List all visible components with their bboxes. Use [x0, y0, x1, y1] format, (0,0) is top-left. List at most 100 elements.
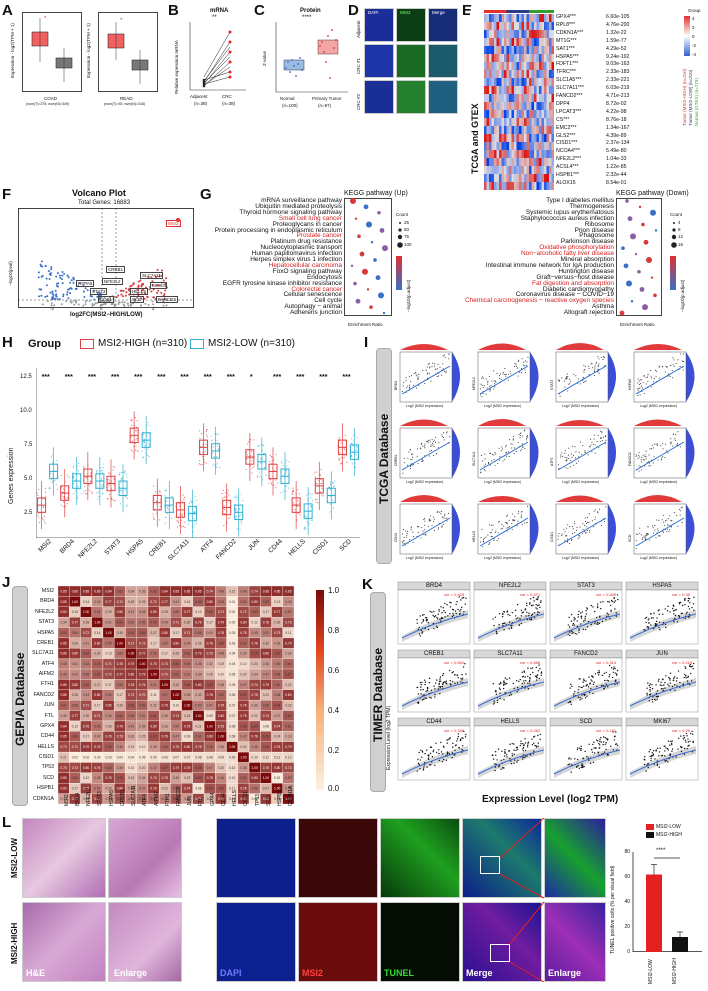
i-point [594, 516, 596, 518]
j-cell-value: 0.79 [263, 683, 269, 687]
j-cell-value: 0.21 [61, 755, 67, 759]
e-heat-cell [534, 166, 537, 175]
j-cell-value: 0.80 [218, 714, 224, 718]
k-point [608, 673, 611, 676]
k-point [498, 623, 500, 626]
k-point [653, 698, 656, 701]
e-heat-cell [486, 110, 490, 119]
k-point [602, 601, 604, 603]
i-point [576, 526, 578, 528]
k-point [648, 751, 650, 753]
h-point [311, 519, 313, 521]
e-heat-cell [506, 54, 510, 63]
h-point [36, 492, 38, 494]
k-point [610, 745, 612, 748]
k-point [647, 627, 649, 629]
j-cell-value: 0.50 [274, 662, 280, 666]
e-heat-cell [486, 158, 490, 167]
h-point [315, 471, 318, 473]
k-point [683, 676, 685, 679]
k-point [420, 749, 422, 751]
j-cell-value: 0.66 [218, 787, 224, 791]
i-point [600, 437, 602, 439]
kegg-term-label: EGFR tyrosine kinase inhibitor resistanc… [222, 279, 342, 287]
i-point [645, 535, 647, 537]
e-heat-cell [526, 126, 530, 135]
h-point [45, 491, 47, 493]
j-row-label: CISD1 [38, 754, 54, 761]
i-point [571, 533, 574, 535]
k-point [528, 603, 531, 605]
kegg-dot [646, 256, 652, 263]
k-point [435, 742, 437, 744]
i-point [582, 523, 584, 525]
k-point [588, 759, 590, 761]
e-heat-cell [486, 86, 490, 95]
e-group-cell [499, 10, 502, 13]
i-point [424, 382, 426, 385]
i-point [482, 393, 484, 395]
k-point [504, 752, 506, 754]
e-heat-cell [494, 110, 497, 119]
kegg-term-label: Phagosome [579, 232, 614, 240]
i-point [502, 448, 504, 450]
h-point [91, 491, 93, 493]
j-cell-value: 0.12 [285, 755, 291, 759]
j-cell-value: 0.61 [285, 724, 291, 728]
e-heat-cell [489, 62, 492, 71]
volcano-point [130, 303, 133, 306]
k-point [570, 771, 572, 773]
i-point [638, 465, 640, 467]
i-point [561, 377, 563, 379]
e-heat-cell [529, 62, 532, 71]
k-point [607, 754, 609, 756]
h-point [73, 476, 75, 478]
e-heat-cell [536, 158, 540, 167]
j-cell-value: 0.65 [94, 672, 100, 676]
i-point [409, 384, 411, 386]
k-point [435, 625, 438, 627]
volcano-point [120, 289, 123, 292]
k-point [662, 613, 664, 616]
k-point [576, 766, 578, 768]
e-heat-cell [514, 22, 517, 31]
k-point [504, 751, 506, 753]
e-heat-cell [549, 86, 552, 95]
k-point [443, 610, 445, 612]
e-heat-cell [539, 118, 542, 127]
k-point [416, 702, 419, 704]
i-scatter [633, 344, 695, 403]
j-cell-value: 0.56 [150, 652, 156, 656]
i-point [590, 444, 592, 446]
e-heat-cell [526, 150, 530, 159]
e-heat-cell [524, 54, 527, 63]
h-point [214, 464, 216, 466]
e-heat-cell [519, 54, 522, 63]
e-group-cell [491, 10, 495, 13]
k-point [678, 615, 681, 618]
e-heat-cell [499, 62, 502, 71]
e-heat-cell [531, 102, 535, 111]
i-density-top [556, 420, 604, 426]
k-point [690, 680, 693, 682]
kegg-down-plot [616, 198, 662, 316]
kegg-up-terms: mRNA surveillance pathway Ubiquitin media… [204, 197, 342, 318]
e-heat-cell [539, 102, 542, 111]
volcano-point [47, 270, 50, 273]
e-heat-cell [551, 110, 554, 119]
j-cell-value: 0.62 [139, 704, 145, 708]
volcano-point [84, 300, 87, 303]
i-point [560, 454, 562, 456]
i-point [572, 445, 574, 447]
i-point [648, 533, 650, 535]
panel-j-colorbar [316, 590, 324, 790]
k-point [571, 685, 573, 688]
volcano-point [110, 303, 113, 306]
e-group-cell [521, 10, 525, 13]
e-heat-cell [504, 94, 507, 103]
i-point [420, 537, 422, 539]
j-cell-value: 0.48 [61, 662, 67, 666]
volcano-point [139, 279, 142, 282]
k-cell-scd: SCD cor = 0.191 [548, 716, 624, 784]
h-point [88, 489, 90, 492]
